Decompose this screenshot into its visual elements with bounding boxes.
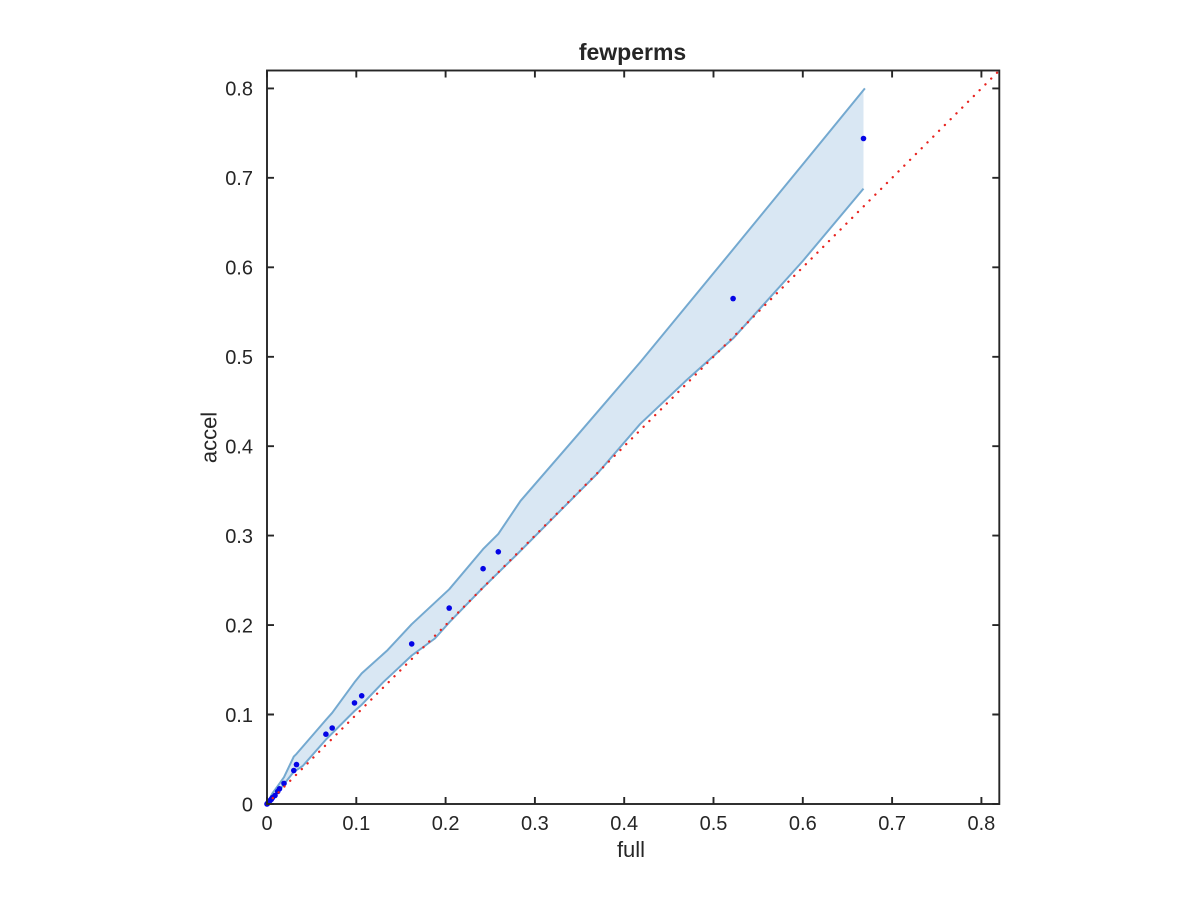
svg-text:0.5: 0.5 [700,813,728,835]
svg-text:accel: accel [196,412,221,463]
svg-text:0.7: 0.7 [878,813,906,835]
svg-text:0: 0 [261,813,272,835]
svg-text:0: 0 [242,794,253,816]
svg-text:0.2: 0.2 [225,615,253,637]
svg-text:0.6: 0.6 [789,813,817,835]
svg-text:0.3: 0.3 [225,526,253,548]
svg-text:0.4: 0.4 [225,437,253,459]
svg-text:0.8: 0.8 [225,79,253,101]
svg-text:0.5: 0.5 [225,347,253,369]
svg-text:full: full [617,837,645,862]
svg-text:0.1: 0.1 [342,813,370,835]
svg-text:fewperms: fewperms [579,39,686,65]
svg-text:0.8: 0.8 [967,813,995,835]
svg-text:0.1: 0.1 [225,705,253,727]
svg-text:0.2: 0.2 [432,813,460,835]
svg-text:0.3: 0.3 [521,813,549,835]
svg-text:0.4: 0.4 [610,813,638,835]
svg-text:0.6: 0.6 [225,258,253,280]
svg-text:0.7: 0.7 [225,168,253,190]
